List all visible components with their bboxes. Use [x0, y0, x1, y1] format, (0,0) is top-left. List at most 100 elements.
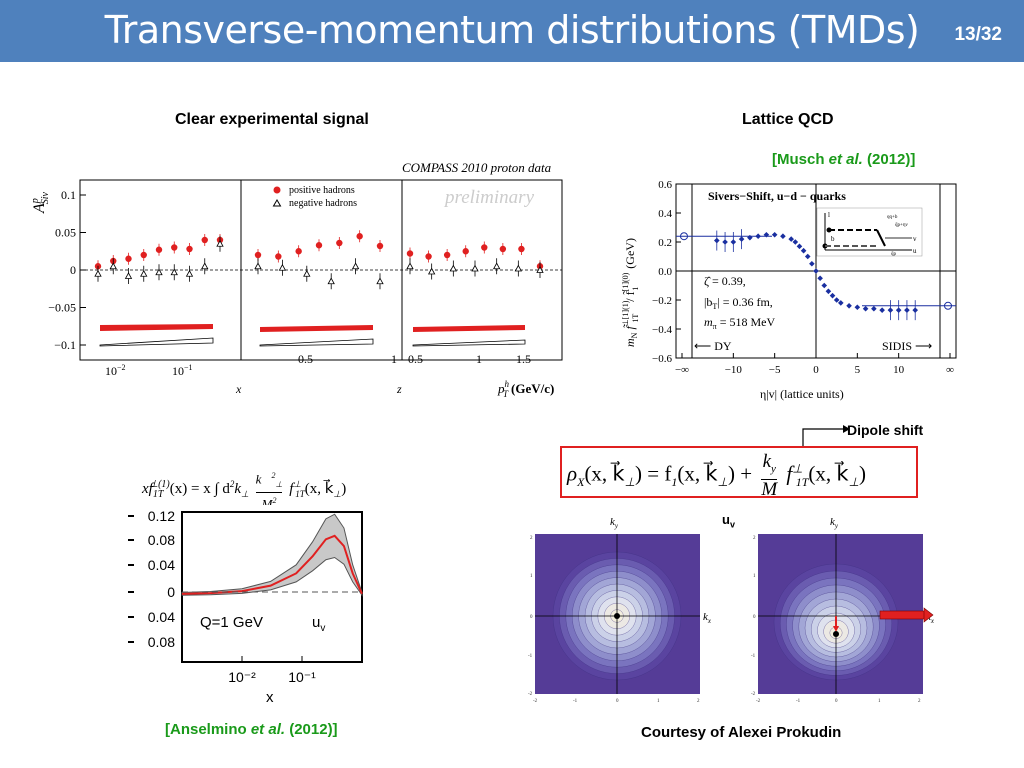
compass-xtick-z-05: 0.5 — [298, 352, 313, 366]
svg-text:b: b — [831, 235, 835, 243]
lattice-point — [771, 231, 778, 238]
lattice-point — [846, 303, 852, 309]
lattice-point — [904, 307, 910, 313]
lattice-point — [817, 275, 823, 282]
kx-label-left: kx — [703, 611, 712, 625]
slide-number: 13/32 — [954, 24, 1002, 45]
lattice-point — [714, 237, 720, 244]
lattice-xtick-label: 5 — [855, 364, 861, 376]
courtesy-label: Courtesy of Alexei Prokudin — [641, 724, 842, 741]
anselmino-ytick-label: 0 — [167, 584, 175, 600]
compass-point-positive — [518, 245, 525, 253]
density-plot-unpolarized: ky kx 2 1 0 -1 -2 -2 -1 0 1 2 — [515, 512, 720, 707]
lattice-point — [862, 305, 869, 312]
compass-xtick-1e-1: 10−1 — [172, 363, 193, 378]
svg-text:0: 0 — [616, 699, 619, 704]
svg-text:1.5: 1.5 — [516, 352, 531, 366]
svg-text:l: l — [828, 211, 830, 219]
svg-text:-2: -2 — [528, 692, 533, 697]
svg-text:-1: -1 — [751, 654, 756, 659]
compass-point-negative — [155, 268, 163, 276]
lattice-xtick-label: 10 — [893, 364, 905, 376]
lattice-xtick-label: −10 — [725, 364, 743, 376]
lattice-ylabel: mNf̃⊥[1](1)1T/ f̃[1](0)1(GeV) — [621, 238, 640, 347]
lattice-xtick-label: ∞ — [946, 364, 954, 376]
slide-title: Transverse-momentum distributions (TMDs) — [104, 8, 920, 52]
lattice-ytick-label: 0.2 — [658, 237, 672, 249]
plot-label-uv: uv — [312, 614, 325, 634]
anselmino-reference: [Anselmino et al. (2012)] — [165, 721, 338, 738]
sidis-label: SIDIS ⟶ — [882, 339, 932, 353]
lattice-point — [833, 297, 840, 303]
compass-point-positive — [254, 251, 262, 259]
compass-point-positive — [155, 246, 163, 253]
legend-positive-marker — [273, 186, 281, 194]
title-bar — [0, 0, 1024, 62]
svg-text:-2: -2 — [533, 699, 538, 704]
dipole-formula: ρX(x, k⃗⊥) = f1(x, k⃗⊥) + ky M f⊥1T(x, k… — [567, 451, 867, 500]
lattice-legend-title: Sivers−Shift, u−d − quarks — [708, 189, 846, 203]
compass-point-positive — [499, 245, 507, 253]
caption-lattice: Lattice QCD — [742, 111, 834, 128]
compass-ytick-label: 0 — [70, 263, 76, 277]
lattice-point — [912, 307, 918, 313]
svg-text:1: 1 — [753, 574, 756, 579]
svg-text:0: 0 — [835, 699, 838, 704]
lattice-point — [871, 305, 877, 312]
anselmino-ytick-label: 0.12 — [148, 508, 175, 524]
compass-point-negative — [449, 264, 458, 272]
svg-text:q̄p+ηv: q̄p+ηv — [895, 223, 908, 228]
lattice-point — [854, 304, 861, 311]
compass-xlabel-x: x — [235, 382, 242, 396]
svg-text:-1: -1 — [796, 699, 801, 704]
compass-ytick-label: 0.05 — [55, 226, 76, 240]
compass-point-positive — [125, 255, 132, 262]
legend-negative-label: negative hadrons — [289, 198, 357, 209]
compass-point-positive — [481, 244, 488, 251]
compass-point-negative — [170, 268, 178, 276]
compass-point-positive — [462, 248, 469, 255]
compass-xtick-1e-2: 10−2 — [105, 363, 126, 378]
compass-point-positive — [275, 253, 282, 260]
svg-text:mπ= 518 MeV: mπ = 518 MeV — [704, 315, 775, 331]
preliminary-watermark: preliminary — [443, 187, 535, 208]
lattice-ytick-label: −0.4 — [652, 324, 672, 336]
svg-text:-2: -2 — [756, 699, 761, 704]
anselmino-sivers-plot: 0.12 0.08 0.04 0 0.04 0.08 10⁻² 10⁻¹ Q=1 GeV uv… — [120, 505, 380, 710]
compass-point-negative — [351, 262, 360, 270]
compass-point-positive — [376, 242, 384, 250]
legend-positive-label: positive hadrons — [289, 185, 355, 196]
compass-point-negative — [124, 272, 133, 279]
compass-ylabel: ApSiv — [30, 191, 51, 214]
lattice-point — [730, 239, 737, 245]
ky-label-right: ky — [830, 516, 839, 530]
lattice-xtick-label: −∞ — [675, 364, 689, 376]
compass-point-positive — [171, 244, 178, 251]
lattice-ytick-label: 0.0 — [658, 266, 672, 278]
svg-text:2: 2 — [530, 536, 533, 541]
compass-point-negative — [406, 262, 414, 270]
dy-limit-marker — [680, 232, 688, 241]
lattice-parameters: ζ̂ = 0.39, |bT| = 0.36 fm, mπ = 518 MeV — [704, 274, 775, 331]
uncertainty-band — [181, 513, 363, 597]
sivers-moment-formula: xf1T⊥(1)(x) = x ∫ d2k⊥ k⃗2⊥ M2 f⊥1T(x, k… — [142, 468, 346, 511]
compass-xtick-z-1: 1 — [391, 352, 397, 366]
compass-point-positive — [315, 242, 323, 249]
lattice-ytick-label: −0.6 — [652, 353, 672, 365]
lattice-point — [755, 233, 761, 239]
compass-point-positive — [295, 248, 302, 255]
lattice-xtick-label: −5 — [769, 364, 781, 376]
compass-point-negative — [376, 277, 384, 285]
lattice-point — [829, 292, 836, 299]
anselmino-ytick-label: 0.08 — [148, 532, 175, 548]
lattice-ytick-label: 0.4 — [658, 208, 672, 220]
lattice-point — [800, 247, 807, 254]
svg-text:1: 1 — [476, 352, 482, 366]
compass-point-positive — [406, 250, 414, 257]
svg-text:ζ̂ = 0.39,: ζ̂ = 0.39, — [704, 274, 746, 288]
lattice-point — [792, 239, 799, 245]
lattice-point — [895, 307, 902, 313]
dipole-shift-label: Dipole shift — [847, 422, 924, 438]
compass-sivers-plot: COMPASS 2010 proton data preliminary pos… — [30, 155, 570, 400]
compass-point-positive — [201, 236, 208, 244]
